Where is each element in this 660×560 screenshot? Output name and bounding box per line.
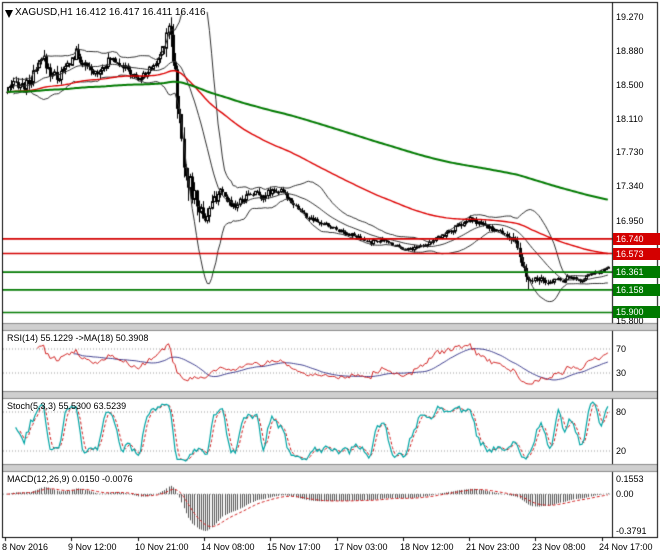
cursor-arrow-icon: [5, 10, 13, 18]
price-level-badge: 16.573: [613, 248, 660, 260]
price-level-badge: 16.740: [613, 233, 660, 245]
stochastic-indicator-label: Stoch(5,3,3) 55.5300 63.5239: [7, 401, 127, 411]
price-axis-label: 18.880: [616, 46, 644, 56]
price-level-badge: 15.900: [613, 306, 660, 318]
price-level-badge: 16.361: [613, 266, 660, 278]
chart-title: XAGUSD,H1 16.412 16.417 16.411 16.416: [15, 7, 206, 18]
price-axis-label: 18.500: [616, 80, 644, 90]
rsi-axis-label: 30: [616, 368, 627, 378]
time-axis-label: 21 Nov 23:00: [466, 542, 520, 552]
time-axis-label: 14 Nov 08:00: [201, 542, 255, 552]
time-axis-label: 15 Nov 17:00: [267, 542, 321, 552]
price-axis-label: 17.730: [616, 147, 644, 157]
macd-axis-label: -0.3791: [616, 526, 647, 536]
price-axis-label: 17.340: [616, 181, 644, 191]
time-axis-label: 23 Nov 08:00: [532, 542, 586, 552]
price-axis-label: 18.110: [616, 114, 643, 124]
stochastic-axis-label: 80: [616, 407, 627, 417]
price-axis-label: 15.800: [616, 316, 644, 326]
macd-axis-label: 0.00: [616, 489, 634, 499]
rsi-indicator-label: RSI(14) 55.1229 ->MA(18) 50.3908: [7, 333, 149, 343]
time-axis-label: 9 Nov 12:00: [68, 542, 117, 552]
price-axis-label: 16.950: [616, 216, 644, 226]
stochastic-axis-label: 20: [616, 446, 627, 456]
price-level-badge: 16.158: [613, 284, 660, 296]
time-axis-label: 10 Nov 21:00: [135, 542, 189, 552]
time-axis-label: 24 Nov 17:00: [599, 542, 653, 552]
time-axis-label: 8 Nov 2016: [2, 542, 49, 552]
rsi-axis-label: 70: [616, 344, 627, 354]
price-axis-label: 19.270: [616, 12, 644, 22]
time-axis-label: 18 Nov 12:00: [400, 542, 454, 552]
time-axis-label: 17 Nov 03:00: [334, 542, 388, 552]
macd-indicator-label: MACD(12,26,9) 0.0150 -0.0076: [7, 474, 133, 484]
macd-axis-label: 0.1553: [616, 474, 644, 484]
